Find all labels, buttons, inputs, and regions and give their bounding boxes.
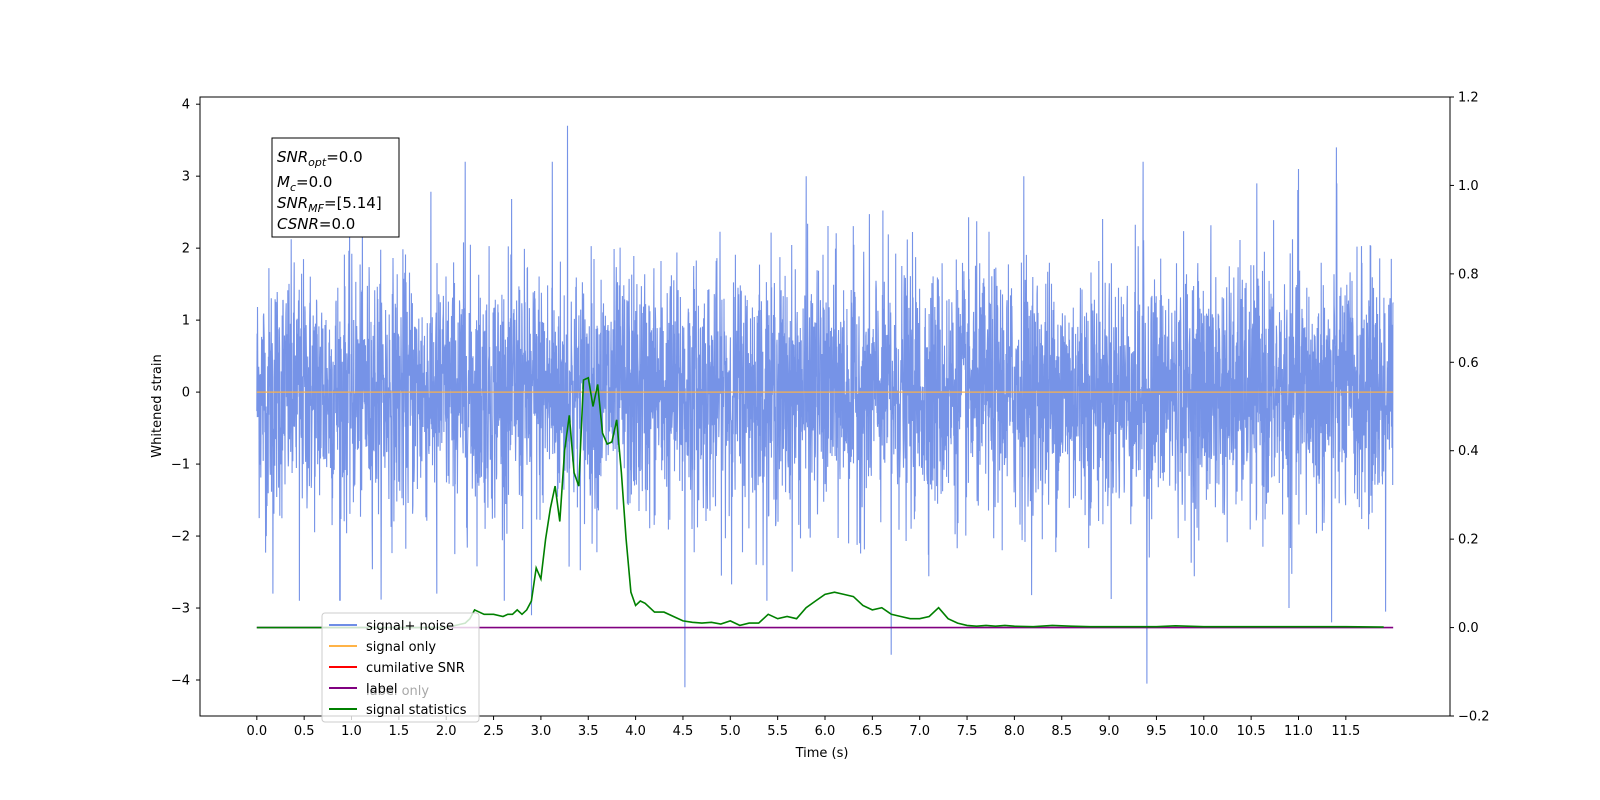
legend-label-cum-snr: cumilative SNR <box>366 661 465 676</box>
x-tick-label: 6.0 <box>815 724 836 739</box>
x-tick-label: 10.0 <box>1189 724 1218 739</box>
y-right-tick-label: −0.2 <box>1458 710 1490 725</box>
x-axis-label: Time (s) <box>795 746 849 761</box>
x-tick-label: 1.0 <box>341 724 362 739</box>
annotation-snr-opt: SNRopt=0.0 <box>277 148 363 169</box>
y-left-tick-label: 2 <box>182 242 190 257</box>
y-right-tick-label: 1.2 <box>1458 91 1479 106</box>
y-right-tick-label: 0.6 <box>1458 356 1479 371</box>
y-right-tick-label: 0.4 <box>1458 444 1479 459</box>
x-tick-label: 2.5 <box>483 724 504 739</box>
y-left-tick-label: −1 <box>171 458 190 473</box>
x-tick-label: 7.0 <box>909 724 930 739</box>
legend-label-noise: signal+ noise <box>366 619 454 634</box>
x-tick-label: 5.0 <box>720 724 741 739</box>
x-tick-label: 9.5 <box>1146 724 1167 739</box>
y-left-tick-label: −4 <box>171 674 190 689</box>
y-left-tick-label: 3 <box>182 170 190 185</box>
legend-label-stat: signal statistics <box>366 703 467 718</box>
legend: label only signal+ noise signal only cum… <box>321 612 480 723</box>
y-left-tick-label: −2 <box>171 530 190 545</box>
legend-frame <box>321 612 480 723</box>
annotation-snr-mf: SNRMF=[5.14] <box>277 194 382 215</box>
y-left-tick-label: 0 <box>182 386 190 401</box>
y-axis-label: Whitened strain <box>150 354 165 457</box>
x-tick-label: 11.0 <box>1284 724 1313 739</box>
x-tick-label: 11.5 <box>1331 724 1360 739</box>
x-tick-label: 7.5 <box>957 724 978 739</box>
y-axis-left: 4 3 2 1 0 −1 −2 −3 −4 <box>171 98 200 689</box>
legend-label-label: label <box>366 682 397 697</box>
x-tick-label: 10.5 <box>1237 724 1266 739</box>
x-tick-label: 8.5 <box>1051 724 1072 739</box>
x-tick-label: 6.5 <box>862 724 883 739</box>
x-tick-label: 3.5 <box>578 724 599 739</box>
stats-annotation: SNRopt=0.0 Mc=0.0 SNRMF=[5.14] CSNR=0.0 <box>271 137 400 238</box>
x-tick-label: 5.5 <box>767 724 788 739</box>
annotation-mc: Mc=0.0 <box>277 173 332 194</box>
x-tick-label: 0.5 <box>294 724 315 739</box>
legend-hidden-label-only: label only <box>366 684 429 699</box>
legend-label-signal: signal only <box>366 640 436 655</box>
x-tick-label: 4.5 <box>673 724 694 739</box>
x-tick-label: 8.0 <box>1004 724 1025 739</box>
x-axis: 0.0 0.5 1.0 1.5 2.0 2.5 3.0 3.5 4.0 4.5 5.0 5.5 6.0 6… <box>246 716 1360 739</box>
y-left-tick-label: −3 <box>171 602 190 617</box>
y-right-tick-label: 0.8 <box>1458 267 1479 282</box>
x-tick-label: 2.0 <box>436 724 457 739</box>
y-right-tick-label: 0.0 <box>1458 621 1479 636</box>
series-signal-statistics <box>256 376 1384 629</box>
y-right-tick-label: 1.0 <box>1458 179 1479 194</box>
y-right-tick-label: 0.2 <box>1458 533 1479 548</box>
x-tick-label: 4.0 <box>625 724 646 739</box>
x-tick-label: 9.0 <box>1099 724 1120 739</box>
series-signal-noise <box>256 125 1394 688</box>
y-left-tick-label: 1 <box>182 314 190 329</box>
y-left-tick-label: 4 <box>182 98 190 113</box>
annotation-box <box>271 137 400 238</box>
annotation-csnr: CSNR=0.0 <box>277 215 355 233</box>
x-tick-label: 3.0 <box>531 724 552 739</box>
x-tick-label: 0.0 <box>246 724 267 739</box>
y-axis-right: 1.2 1.0 0.8 0.6 0.4 0.2 0.0 −0.2 <box>1450 91 1490 725</box>
x-tick-label: 1.5 <box>389 724 410 739</box>
